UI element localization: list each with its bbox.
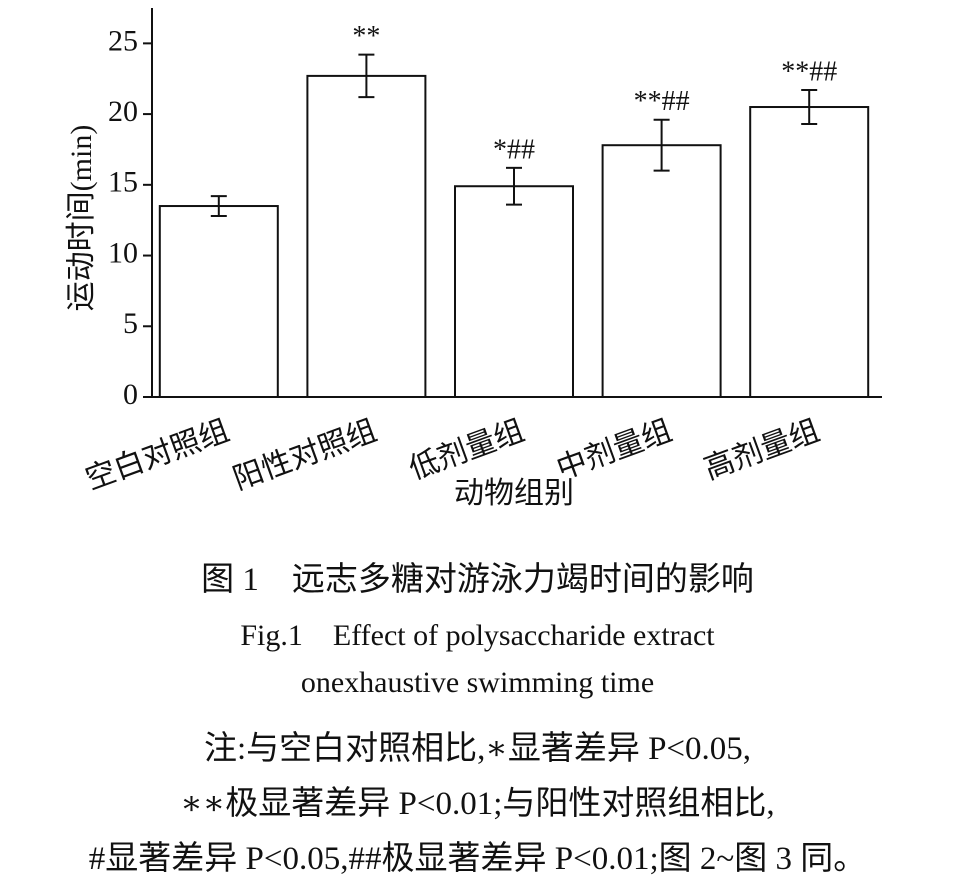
annotation: ** bbox=[352, 21, 380, 52]
annotation: *## bbox=[493, 134, 535, 165]
bar bbox=[454, 185, 574, 398]
y-tick-label: 15 bbox=[108, 166, 138, 199]
x-axis-label: 动物组别 bbox=[454, 477, 574, 510]
y-tick-label: 0 bbox=[123, 378, 138, 411]
caption-note: 注:与空白对照相比,∗显著差异 P<0.05, bbox=[203, 731, 752, 767]
y-axis-label: 运动时间(min) bbox=[65, 125, 98, 312]
caption-title-en: onexhaustive swimming time bbox=[300, 666, 655, 699]
annotation: **## bbox=[781, 56, 837, 87]
y-tick-label: 5 bbox=[123, 307, 138, 340]
caption-title: 图 1 远志多糖对游泳力竭时间的影响 bbox=[201, 562, 754, 598]
annotation: **## bbox=[634, 86, 690, 117]
x-tick-label: 中剂量组 bbox=[552, 414, 676, 486]
bar bbox=[601, 144, 722, 398]
bar bbox=[306, 74, 427, 398]
x-tick-label: 高剂量组 bbox=[700, 414, 824, 486]
x-tick-label: 阳性对照组 bbox=[229, 414, 381, 496]
bar bbox=[749, 106, 870, 398]
caption-title-en: Fig.1 Effect of polysaccharide extract bbox=[240, 619, 715, 652]
x-tick-label: 空白对照组 bbox=[81, 414, 233, 496]
y-tick-label: 10 bbox=[108, 236, 138, 269]
caption-note: ∗∗极显著差异 P<0.01;与阳性对照组相比, bbox=[180, 786, 775, 822]
y-tick-label: 25 bbox=[108, 24, 138, 57]
x-tick-label: 低剂量组 bbox=[405, 414, 529, 486]
y-tick-label: 20 bbox=[108, 95, 138, 128]
caption-note: #显著差异 P<0.05,##极显著差异 P<0.01;图 2~图 3 同。 bbox=[88, 841, 867, 877]
bar bbox=[158, 205, 279, 398]
